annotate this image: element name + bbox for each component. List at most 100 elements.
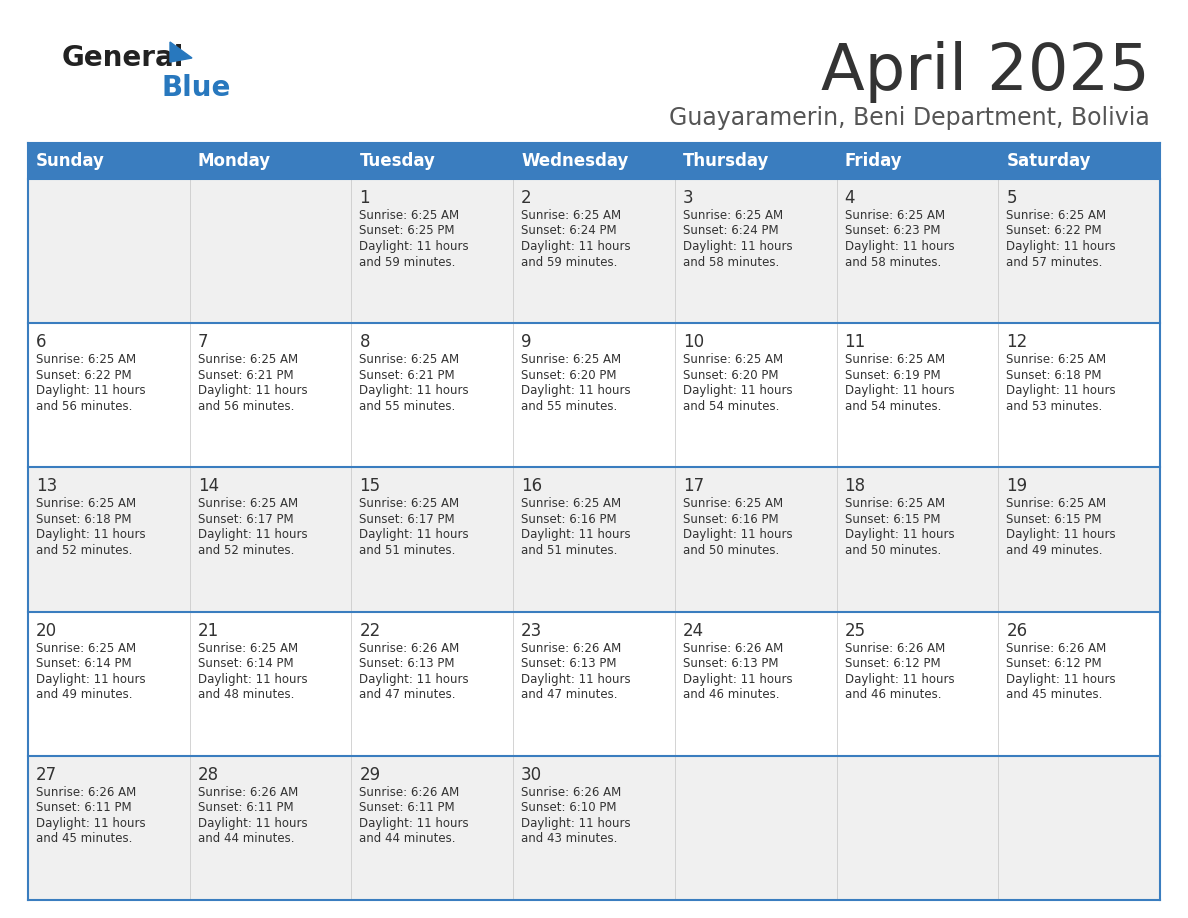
Text: and 55 minutes.: and 55 minutes.: [522, 399, 618, 413]
Text: Daylight: 11 hours: Daylight: 11 hours: [197, 385, 308, 397]
Text: and 53 minutes.: and 53 minutes.: [1006, 399, 1102, 413]
Text: Sunrise: 6:26 AM: Sunrise: 6:26 AM: [360, 642, 460, 655]
Text: 17: 17: [683, 477, 704, 496]
Text: 26: 26: [1006, 621, 1028, 640]
Text: April 2025: April 2025: [821, 41, 1150, 103]
Text: and 56 minutes.: and 56 minutes.: [197, 399, 295, 413]
Text: and 51 minutes.: and 51 minutes.: [360, 543, 456, 557]
Text: Daylight: 11 hours: Daylight: 11 hours: [36, 385, 146, 397]
Bar: [29, 467, 1159, 611]
Text: 27: 27: [36, 766, 57, 784]
Text: and 44 minutes.: and 44 minutes.: [197, 833, 295, 845]
Text: Sunrise: 6:25 AM: Sunrise: 6:25 AM: [197, 353, 298, 366]
Text: Sunset: 6:16 PM: Sunset: 6:16 PM: [683, 513, 778, 526]
Text: and 45 minutes.: and 45 minutes.: [1006, 688, 1102, 701]
Text: 30: 30: [522, 766, 542, 784]
Text: Sunrise: 6:25 AM: Sunrise: 6:25 AM: [522, 209, 621, 222]
Text: Sunset: 6:12 PM: Sunset: 6:12 PM: [1006, 657, 1102, 670]
Text: 10: 10: [683, 333, 704, 352]
Text: Tuesday: Tuesday: [360, 152, 435, 170]
Text: Sunrise: 6:25 AM: Sunrise: 6:25 AM: [360, 498, 460, 510]
Text: and 59 minutes.: and 59 minutes.: [360, 255, 456, 268]
Bar: [29, 179, 1159, 323]
Text: Friday: Friday: [845, 152, 902, 170]
Text: 9: 9: [522, 333, 532, 352]
Text: and 43 minutes.: and 43 minutes.: [522, 833, 618, 845]
Text: Sunset: 6:15 PM: Sunset: 6:15 PM: [1006, 513, 1101, 526]
Text: General: General: [62, 44, 184, 72]
Bar: [29, 143, 1159, 179]
Text: Daylight: 11 hours: Daylight: 11 hours: [522, 385, 631, 397]
Text: Sunrise: 6:25 AM: Sunrise: 6:25 AM: [1006, 353, 1106, 366]
Text: Daylight: 11 hours: Daylight: 11 hours: [1006, 385, 1116, 397]
Text: Monday: Monday: [197, 152, 271, 170]
Text: 6: 6: [36, 333, 46, 352]
Text: Sunset: 6:20 PM: Sunset: 6:20 PM: [522, 369, 617, 382]
Text: 29: 29: [360, 766, 380, 784]
Text: and 48 minutes.: and 48 minutes.: [197, 688, 295, 701]
Text: Sunset: 6:22 PM: Sunset: 6:22 PM: [36, 369, 132, 382]
Text: Daylight: 11 hours: Daylight: 11 hours: [683, 240, 792, 253]
Text: Sunset: 6:24 PM: Sunset: 6:24 PM: [683, 225, 778, 238]
Text: 8: 8: [360, 333, 369, 352]
Text: Sunset: 6:14 PM: Sunset: 6:14 PM: [36, 657, 132, 670]
Text: Sunset: 6:13 PM: Sunset: 6:13 PM: [360, 657, 455, 670]
Text: Sunset: 6:13 PM: Sunset: 6:13 PM: [522, 657, 617, 670]
Text: and 52 minutes.: and 52 minutes.: [36, 543, 132, 557]
Text: Daylight: 11 hours: Daylight: 11 hours: [845, 385, 954, 397]
Text: Daylight: 11 hours: Daylight: 11 hours: [36, 673, 146, 686]
Text: 14: 14: [197, 477, 219, 496]
Text: Sunrise: 6:25 AM: Sunrise: 6:25 AM: [683, 209, 783, 222]
Text: Sunrise: 6:26 AM: Sunrise: 6:26 AM: [197, 786, 298, 799]
Text: and 50 minutes.: and 50 minutes.: [683, 543, 779, 557]
Text: Sunrise: 6:25 AM: Sunrise: 6:25 AM: [360, 353, 460, 366]
Text: Daylight: 11 hours: Daylight: 11 hours: [360, 817, 469, 830]
Text: Sunrise: 6:25 AM: Sunrise: 6:25 AM: [845, 209, 944, 222]
Text: Sunrise: 6:26 AM: Sunrise: 6:26 AM: [683, 642, 783, 655]
Text: 21: 21: [197, 621, 219, 640]
Text: Sunset: 6:18 PM: Sunset: 6:18 PM: [1006, 369, 1101, 382]
Bar: [29, 756, 1159, 900]
Bar: [29, 323, 1159, 467]
Text: Daylight: 11 hours: Daylight: 11 hours: [360, 240, 469, 253]
Text: Sunrise: 6:25 AM: Sunrise: 6:25 AM: [197, 498, 298, 510]
Text: Daylight: 11 hours: Daylight: 11 hours: [1006, 529, 1116, 542]
Text: and 51 minutes.: and 51 minutes.: [522, 543, 618, 557]
Text: Wednesday: Wednesday: [522, 152, 628, 170]
Text: and 49 minutes.: and 49 minutes.: [1006, 543, 1102, 557]
Text: Sunrise: 6:26 AM: Sunrise: 6:26 AM: [360, 786, 460, 799]
Bar: [29, 611, 1159, 756]
Text: 22: 22: [360, 621, 380, 640]
Text: Sunrise: 6:25 AM: Sunrise: 6:25 AM: [522, 498, 621, 510]
Text: 7: 7: [197, 333, 208, 352]
Text: and 47 minutes.: and 47 minutes.: [522, 688, 618, 701]
Text: 24: 24: [683, 621, 704, 640]
Text: Daylight: 11 hours: Daylight: 11 hours: [522, 673, 631, 686]
Text: and 59 minutes.: and 59 minutes.: [522, 255, 618, 268]
Text: Sunrise: 6:25 AM: Sunrise: 6:25 AM: [360, 209, 460, 222]
Text: Daylight: 11 hours: Daylight: 11 hours: [522, 529, 631, 542]
Text: Daylight: 11 hours: Daylight: 11 hours: [845, 529, 954, 542]
Text: Sunset: 6:20 PM: Sunset: 6:20 PM: [683, 369, 778, 382]
Text: 2: 2: [522, 189, 532, 207]
Text: 25: 25: [845, 621, 866, 640]
Text: and 50 minutes.: and 50 minutes.: [845, 543, 941, 557]
Text: Daylight: 11 hours: Daylight: 11 hours: [197, 673, 308, 686]
Text: Daylight: 11 hours: Daylight: 11 hours: [1006, 673, 1116, 686]
Text: 28: 28: [197, 766, 219, 784]
Text: Daylight: 11 hours: Daylight: 11 hours: [1006, 240, 1116, 253]
Text: and 57 minutes.: and 57 minutes.: [1006, 255, 1102, 268]
Text: Sunrise: 6:25 AM: Sunrise: 6:25 AM: [1006, 498, 1106, 510]
Text: Sunset: 6:11 PM: Sunset: 6:11 PM: [197, 801, 293, 814]
Text: Daylight: 11 hours: Daylight: 11 hours: [845, 673, 954, 686]
Text: and 54 minutes.: and 54 minutes.: [845, 399, 941, 413]
Text: and 55 minutes.: and 55 minutes.: [360, 399, 456, 413]
Text: Sunrise: 6:26 AM: Sunrise: 6:26 AM: [1006, 642, 1106, 655]
Text: 1: 1: [360, 189, 369, 207]
Text: Daylight: 11 hours: Daylight: 11 hours: [360, 385, 469, 397]
Text: and 54 minutes.: and 54 minutes.: [683, 399, 779, 413]
Text: and 47 minutes.: and 47 minutes.: [360, 688, 456, 701]
Text: Daylight: 11 hours: Daylight: 11 hours: [683, 529, 792, 542]
Text: Sunset: 6:13 PM: Sunset: 6:13 PM: [683, 657, 778, 670]
Text: 13: 13: [36, 477, 57, 496]
